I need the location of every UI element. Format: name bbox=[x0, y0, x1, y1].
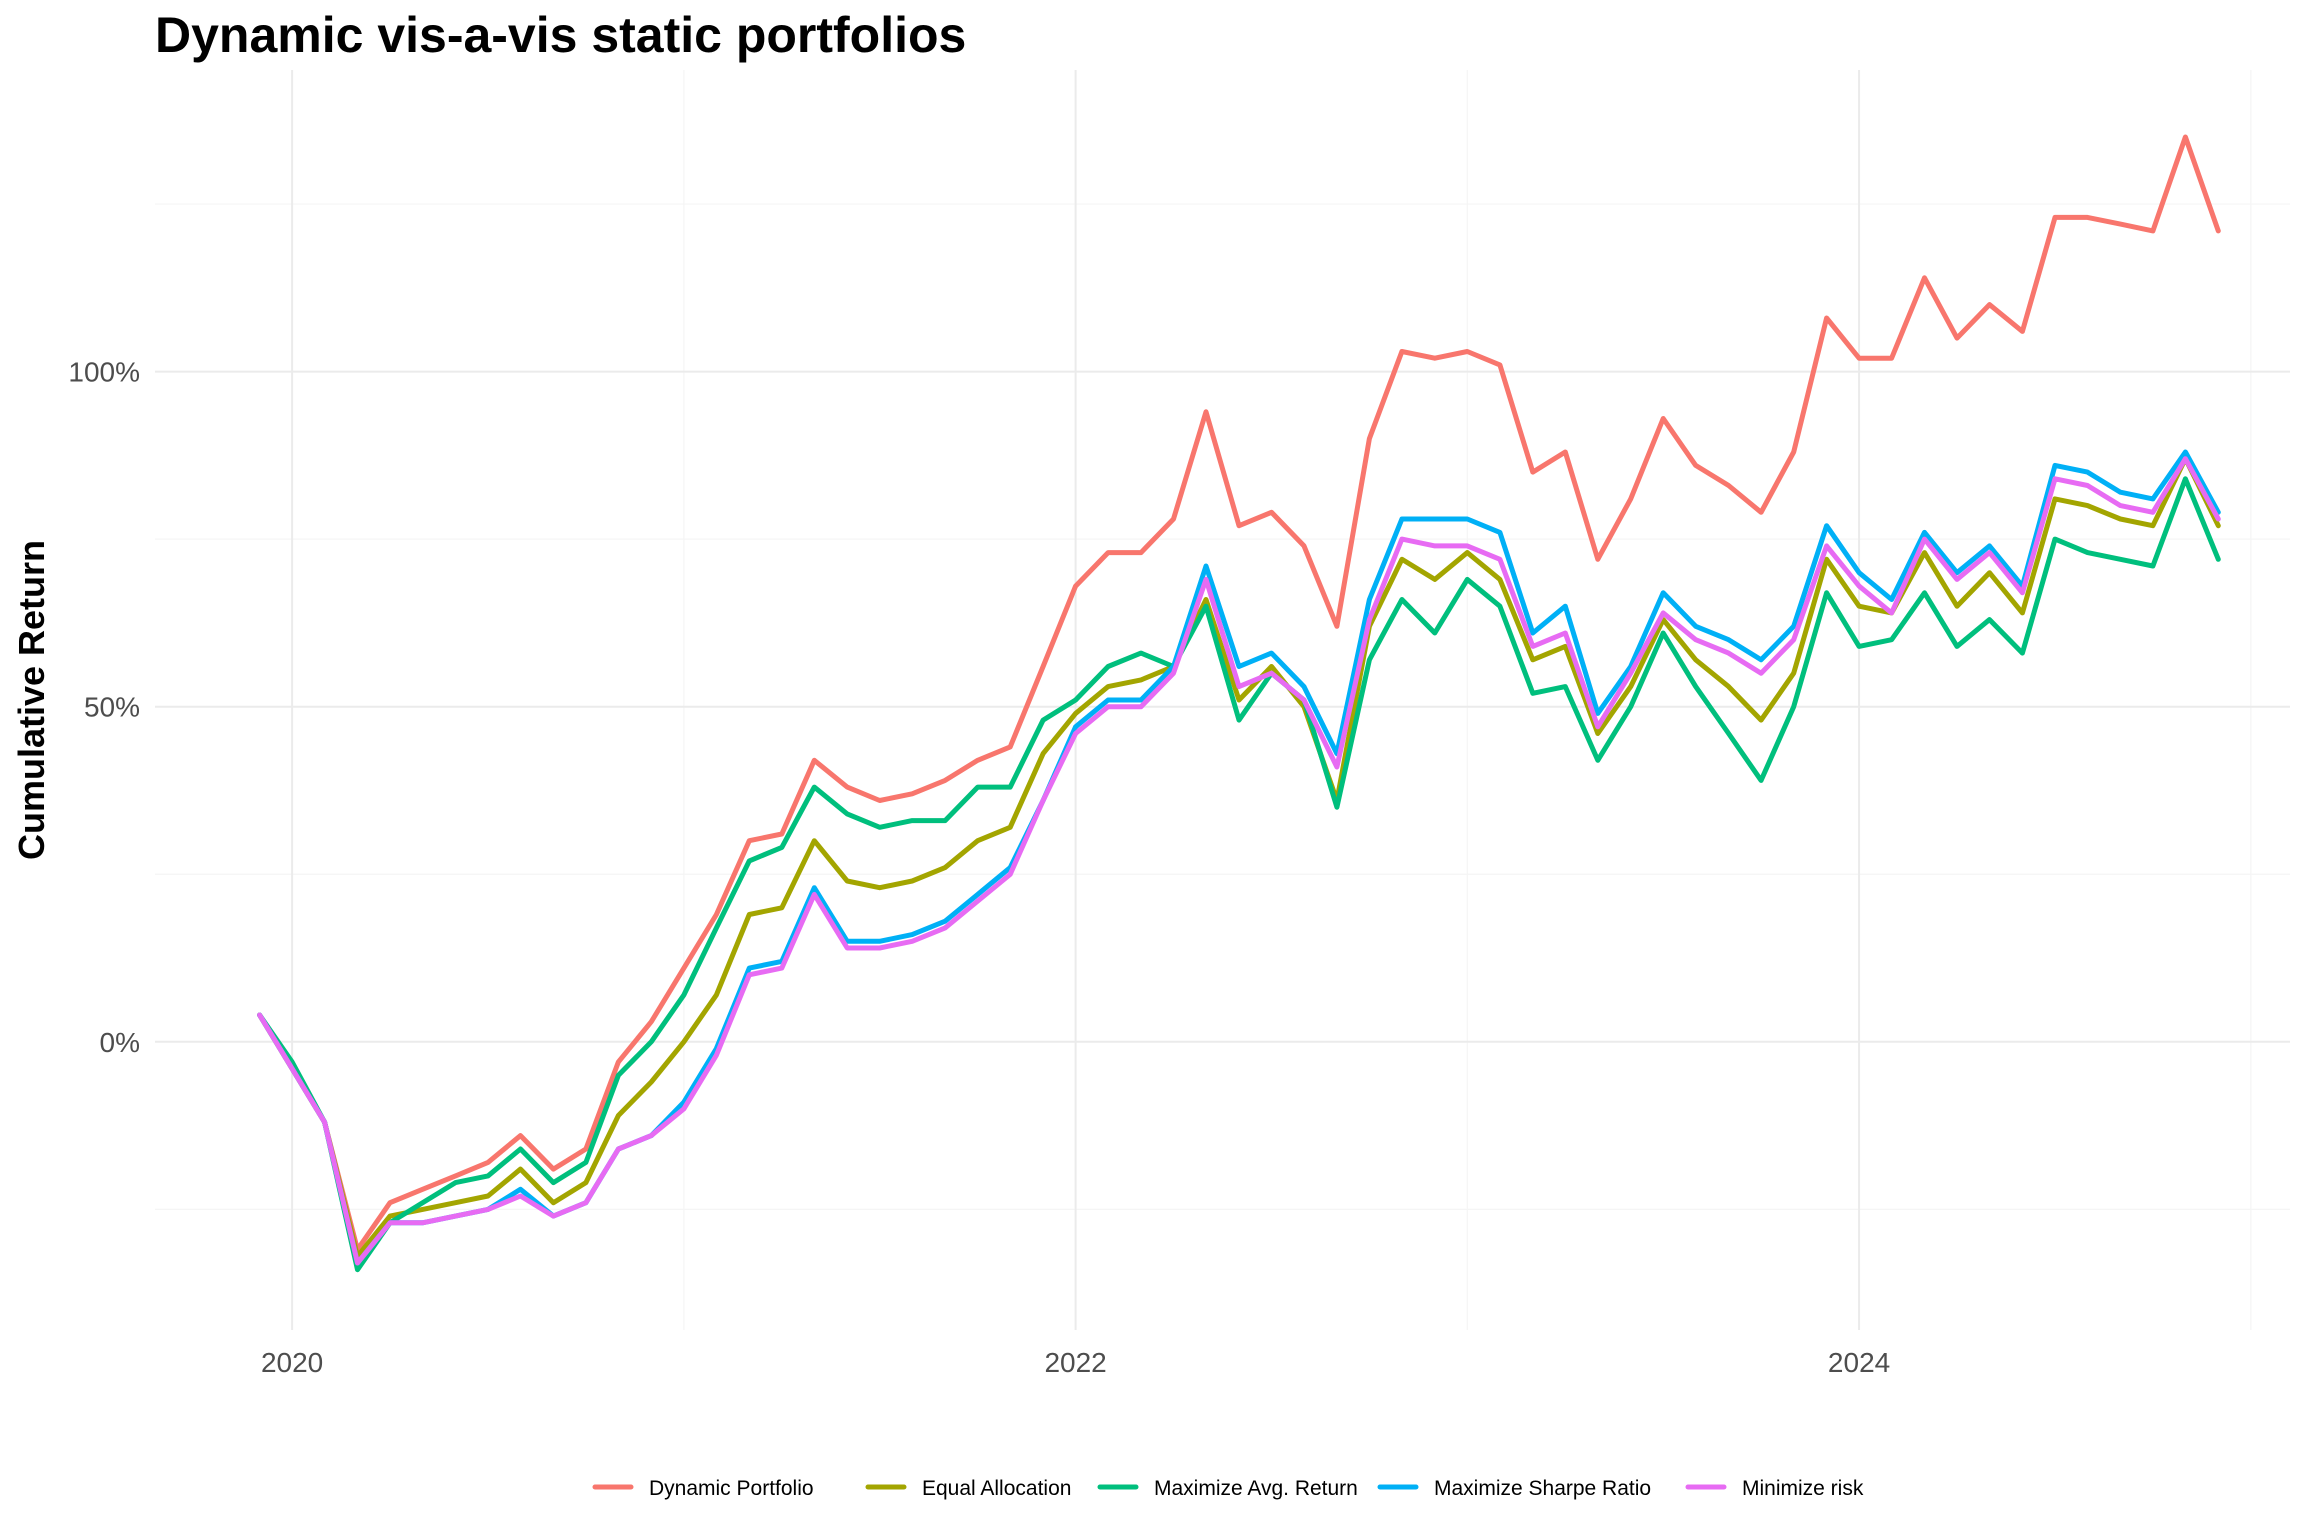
legend-label: Equal Allocation bbox=[922, 1477, 1071, 1500]
x-tick-label: 2020 bbox=[261, 1347, 323, 1378]
legend-label: Minimize risk bbox=[1742, 1477, 1864, 1500]
legend-item-maximize-avg-return: Maximize Avg. Return bbox=[1097, 1477, 1358, 1500]
legend-item-maximize-sharpe-ratio: Maximize Sharpe Ratio bbox=[1377, 1477, 1651, 1500]
legend-item-dynamic-portfolio: Dynamic Portfolio bbox=[592, 1477, 814, 1500]
series-lines bbox=[257, 134, 2221, 1273]
series-line-maximize-sharpe-ratio bbox=[257, 449, 2221, 1266]
legend-label: Maximize Avg. Return bbox=[1154, 1477, 1358, 1500]
legend-label: Maximize Sharpe Ratio bbox=[1434, 1477, 1651, 1500]
legend-item-equal-allocation: Equal Allocation bbox=[865, 1477, 1071, 1500]
series-line-maximize-avg-return bbox=[257, 476, 2221, 1273]
y-tick-label: 100% bbox=[68, 357, 140, 388]
chart-title: Dynamic vis-a-vis static portfolios bbox=[155, 7, 966, 63]
series-line-minimize-risk bbox=[257, 456, 2221, 1266]
x-tick-label: 2024 bbox=[1828, 1347, 1890, 1378]
series-line-equal-allocation bbox=[257, 456, 2221, 1259]
legend: Dynamic Portfolio Equal Allocation Maximiz… bbox=[592, 1477, 1864, 1500]
y-tick-label: 50% bbox=[84, 692, 140, 723]
legend-label: Dynamic Portfolio bbox=[649, 1477, 814, 1500]
x-tick-label: 2022 bbox=[1044, 1347, 1106, 1378]
y-tick-label: 0% bbox=[100, 1027, 140, 1058]
legend-item-minimize-risk: Minimize risk bbox=[1685, 1477, 1864, 1500]
grid bbox=[155, 70, 2290, 1330]
axis-ticks: 2020 2022 2024 0% 50% 100% bbox=[68, 357, 1890, 1378]
series-line-dynamic-portfolio bbox=[257, 134, 2221, 1253]
y-axis-label: Cumulative Return bbox=[11, 540, 52, 860]
